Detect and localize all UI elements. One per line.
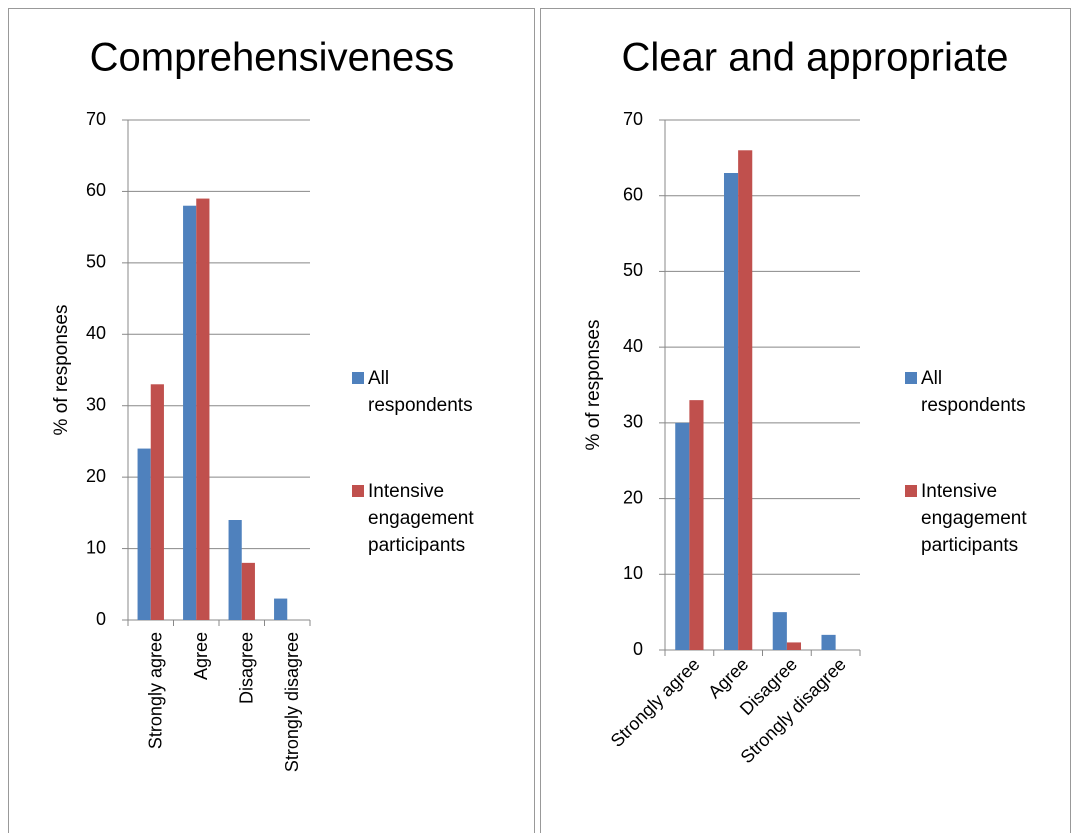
y-tick-label: 20	[86, 466, 106, 486]
legend-entry: All respondents	[352, 365, 502, 419]
x-tick-label: Strongly disagree	[282, 632, 302, 772]
bar	[738, 150, 753, 651]
x-tick-label: Agree	[191, 632, 211, 680]
bar	[689, 400, 704, 650]
legend-entry: All respondents	[905, 365, 1055, 419]
bar	[137, 448, 151, 620]
y-tick-label: 30	[623, 412, 643, 432]
legend-label: Intensive engagement participants	[921, 481, 1027, 556]
y-axis-label: % of responses	[583, 320, 604, 451]
y-tick-label: 10	[86, 537, 106, 557]
bar	[786, 642, 802, 650]
bar	[228, 520, 242, 620]
y-tick-label: 40	[623, 336, 643, 356]
legend-entry: Intensive engagement participants	[352, 478, 502, 559]
bar	[675, 422, 690, 650]
y-tick-label: 20	[623, 487, 643, 507]
x-tick-label: Strongly agree	[607, 654, 704, 751]
bar	[241, 562, 255, 620]
legend-entry: Intensive engagement participants	[905, 478, 1055, 559]
y-tick-label: 70	[623, 109, 643, 129]
y-tick-label: 60	[86, 180, 106, 200]
y-tick-label: 50	[86, 252, 106, 272]
bar	[196, 198, 210, 621]
legend-label: All respondents	[921, 368, 1026, 416]
bar	[723, 173, 739, 650]
bar	[821, 634, 836, 650]
panel-border	[8, 8, 535, 833]
y-tick-label: 60	[623, 184, 643, 204]
y-tick-label: 40	[86, 323, 106, 343]
y-tick-label: 0	[633, 639, 643, 659]
legend-label: All respondents	[368, 368, 473, 416]
y-tick-label: 50	[623, 260, 643, 280]
y-tick-label: 10	[623, 563, 643, 583]
bar	[183, 205, 197, 620]
legend-swatch	[905, 485, 917, 497]
bar	[150, 384, 164, 620]
y-tick-label: 0	[96, 609, 106, 629]
legend-swatch	[352, 372, 364, 384]
y-axis-label: % of responses	[51, 305, 72, 436]
legend-swatch	[905, 372, 917, 384]
bar	[772, 612, 787, 650]
chart-title: Comprehensiveness	[90, 36, 455, 80]
y-tick-label: 30	[86, 394, 106, 414]
y-tick-label: 70	[86, 109, 106, 129]
legend-swatch	[352, 485, 364, 497]
chart-title: Clear and appropriate	[622, 36, 1009, 80]
bar	[274, 598, 288, 620]
panel-border	[540, 8, 1071, 833]
x-tick-label: Disagree	[237, 632, 257, 704]
x-tick-label: Strongly agree	[146, 632, 166, 749]
legend-label: Intensive engagement participants	[368, 481, 474, 556]
